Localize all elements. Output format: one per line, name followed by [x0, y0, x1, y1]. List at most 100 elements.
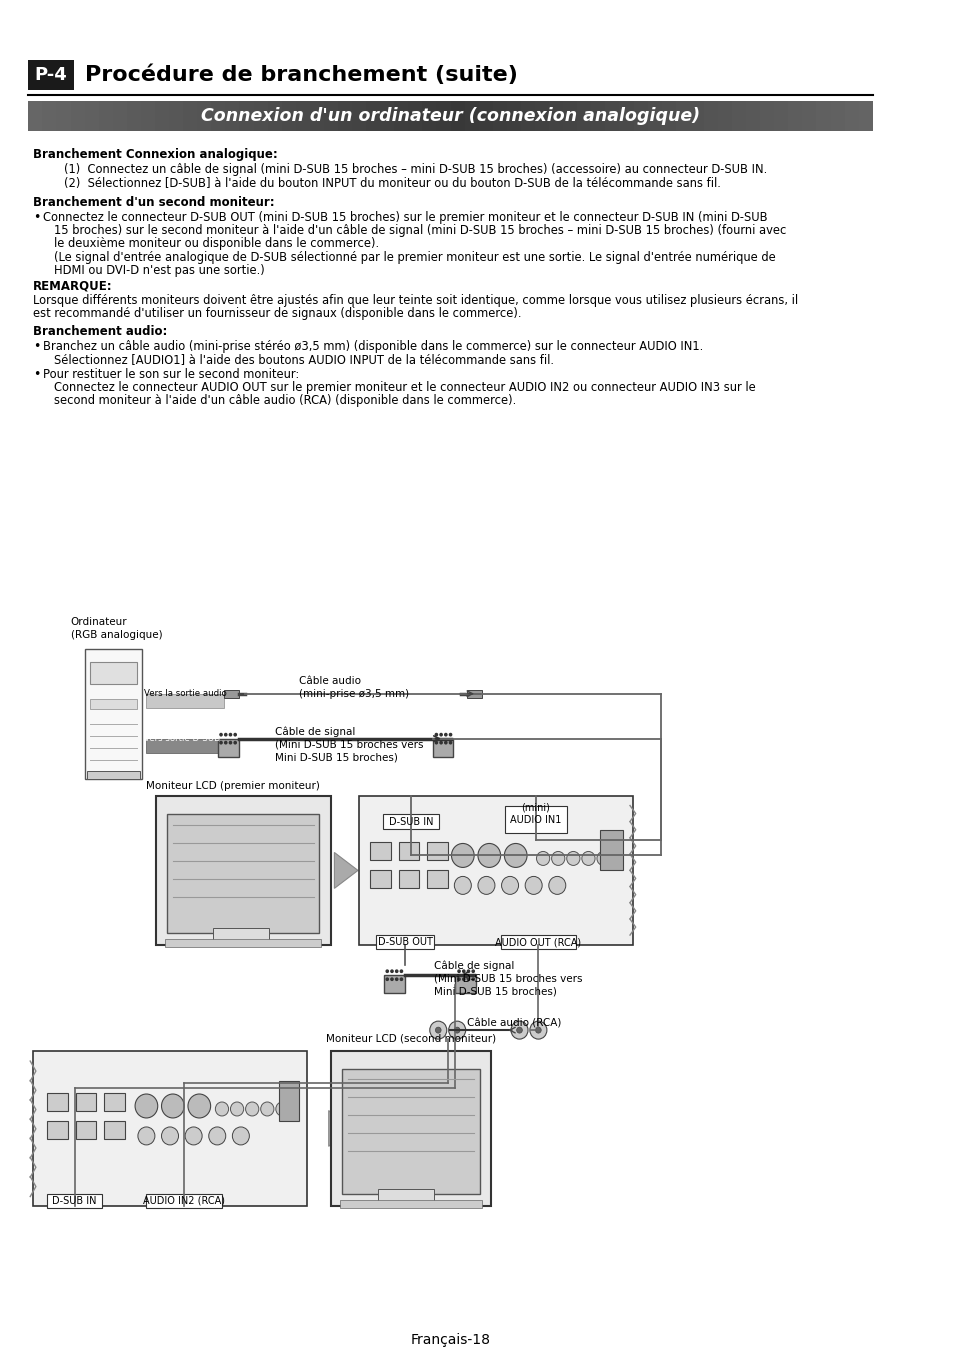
Bar: [500, 936, 576, 949]
Text: Câble de signal: Câble de signal: [433, 960, 514, 971]
Bar: [225, 101, 239, 131]
Bar: [427, 871, 447, 888]
Circle shape: [224, 741, 227, 744]
Circle shape: [462, 977, 464, 980]
Bar: [535, 101, 549, 131]
Bar: [331, 1052, 491, 1206]
Bar: [141, 101, 155, 131]
Text: Câble audio: Câble audio: [299, 676, 361, 686]
Text: (2)  Sélectionnez [D-SUB] à l'aide du bouton INPUT du moniteur ou du bouton D-SU: (2) Sélectionnez [D-SUB] à l'aide du bou…: [64, 177, 720, 190]
Bar: [493, 101, 507, 131]
Text: 15 broches) sur le second moniteur à l'aide d'un câble de signal (mini D-SUB 15 : 15 broches) sur le second moniteur à l'a…: [53, 224, 785, 236]
Bar: [760, 101, 774, 131]
Bar: [358, 795, 632, 945]
Bar: [633, 101, 647, 131]
Circle shape: [444, 733, 447, 736]
Text: D-SUB IN: D-SUB IN: [52, 1196, 97, 1206]
Bar: [352, 101, 366, 131]
Circle shape: [444, 741, 447, 744]
Bar: [48, 1120, 68, 1139]
Bar: [169, 101, 183, 131]
Circle shape: [477, 876, 495, 894]
Bar: [774, 101, 788, 131]
Circle shape: [457, 977, 459, 980]
Bar: [398, 871, 419, 888]
Bar: [310, 101, 324, 131]
Circle shape: [439, 733, 442, 736]
Circle shape: [472, 977, 474, 980]
Bar: [562, 101, 578, 131]
Bar: [85, 649, 142, 779]
Bar: [394, 101, 409, 131]
Circle shape: [233, 741, 236, 744]
Bar: [718, 101, 732, 131]
Text: AUDIO IN2 (RCA): AUDIO IN2 (RCA): [143, 1196, 225, 1206]
Bar: [48, 1094, 68, 1111]
Text: Pour restituer le son sur le second moniteur:: Pour restituer le son sur le second moni…: [43, 369, 298, 381]
Bar: [377, 1189, 434, 1200]
Bar: [382, 814, 438, 829]
Bar: [155, 795, 331, 945]
Polygon shape: [329, 1111, 347, 1146]
Bar: [370, 842, 391, 860]
Bar: [104, 1120, 125, 1139]
Text: D-SUB IN: D-SUB IN: [388, 817, 433, 826]
Bar: [56, 101, 71, 131]
Circle shape: [209, 1127, 226, 1145]
Text: REMARQUE:: REMARQUE:: [33, 279, 112, 293]
Text: est recommandé d'utiliser un fournisseur de signaux (disponible dans le commerce: est recommandé d'utiliser un fournisseur…: [33, 308, 521, 320]
Circle shape: [566, 852, 579, 865]
Circle shape: [462, 971, 464, 972]
Circle shape: [529, 1021, 546, 1040]
Text: Sélectionnez [AUDIO1] à l'aide des boutons AUDIO INPUT de la télécommande sans f: Sélectionnez [AUDIO1] à l'aide des bouto…: [53, 354, 554, 366]
Bar: [71, 101, 85, 131]
Text: Français-18: Français-18: [410, 1332, 490, 1346]
Circle shape: [439, 741, 442, 744]
Bar: [29, 101, 43, 131]
Circle shape: [448, 1021, 465, 1040]
Text: Vers la sortie audio: Vers la sortie audio: [144, 690, 226, 698]
Bar: [370, 871, 391, 888]
Circle shape: [504, 844, 526, 868]
Circle shape: [219, 741, 222, 744]
Bar: [830, 101, 844, 131]
Bar: [341, 1069, 479, 1193]
Bar: [549, 101, 563, 131]
Circle shape: [224, 733, 227, 736]
Text: le deuxième moniteur ou disponible dans le commerce).: le deuxième moniteur ou disponible dans …: [53, 236, 378, 250]
Text: Connectez le connecteur D-SUB OUT (mini D-SUB 15 broches) sur le premier moniteu: Connectez le connecteur D-SUB OUT (mini …: [43, 211, 766, 224]
Circle shape: [454, 1027, 459, 1033]
Circle shape: [472, 971, 474, 972]
Circle shape: [391, 971, 393, 972]
Circle shape: [245, 1102, 258, 1116]
Circle shape: [400, 977, 402, 980]
Text: Branchez un câble audio (mini-prise stéréo ø3,5 mm) (disponible dans le commerce: Branchez un câble audio (mini-prise stér…: [43, 340, 702, 354]
Bar: [42, 101, 57, 131]
Circle shape: [135, 1094, 157, 1118]
Circle shape: [400, 971, 402, 972]
Bar: [398, 842, 419, 860]
Circle shape: [548, 876, 565, 894]
Text: Procédure de branchement (suite): Procédure de branchement (suite): [85, 65, 517, 85]
Text: Connectez le connecteur AUDIO OUT sur le premier moniteur et le connecteur AUDIO: Connectez le connecteur AUDIO OUT sur le…: [53, 381, 755, 394]
Bar: [703, 101, 718, 131]
Circle shape: [229, 733, 232, 736]
Bar: [339, 1200, 481, 1208]
Bar: [224, 690, 238, 698]
Circle shape: [501, 876, 518, 894]
Circle shape: [467, 977, 469, 980]
Text: Mini D-SUB 15 broches): Mini D-SUB 15 broches): [433, 987, 556, 996]
Circle shape: [524, 876, 541, 894]
Bar: [146, 1193, 222, 1208]
Bar: [337, 101, 353, 131]
Circle shape: [229, 741, 232, 744]
Circle shape: [161, 1127, 178, 1145]
Text: •: •: [33, 340, 40, 354]
Bar: [520, 101, 535, 131]
Bar: [197, 101, 212, 131]
Text: (mini-prise ø3,5 mm): (mini-prise ø3,5 mm): [299, 688, 409, 699]
Bar: [455, 975, 476, 994]
Text: (Mini D-SUB 15 broches vers: (Mini D-SUB 15 broches vers: [274, 740, 423, 749]
Circle shape: [429, 1021, 446, 1040]
Bar: [375, 936, 434, 949]
